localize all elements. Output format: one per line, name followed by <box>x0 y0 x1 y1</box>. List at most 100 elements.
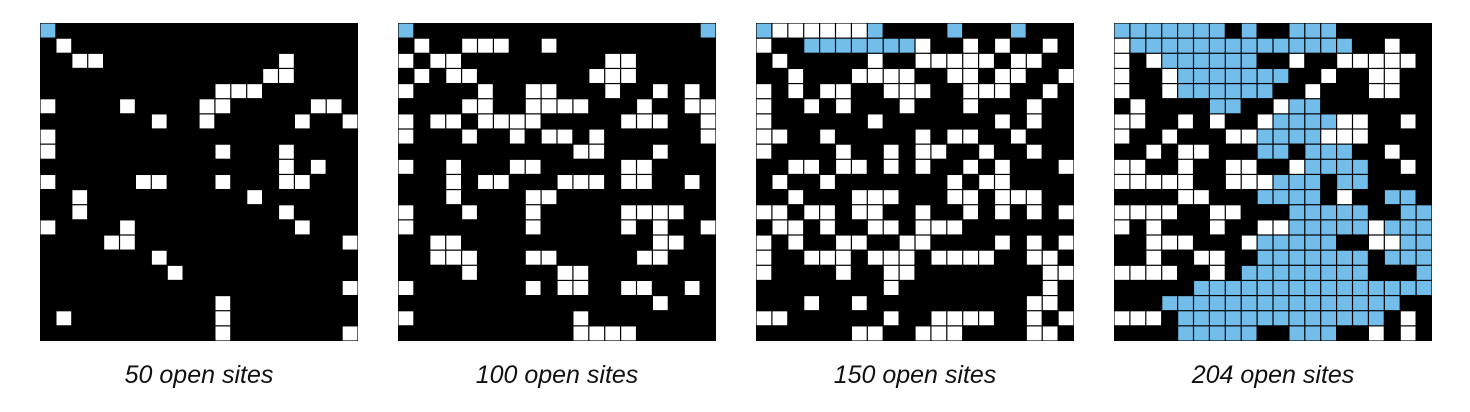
full-site <box>1289 38 1305 53</box>
open-site <box>963 53 978 68</box>
open-site <box>1026 326 1042 341</box>
full-site <box>1194 296 1209 311</box>
open-site <box>637 159 652 174</box>
full-site <box>1400 205 1416 220</box>
open-site <box>1011 129 1026 144</box>
open-site <box>446 159 461 174</box>
open-site <box>1369 84 1384 99</box>
panel-caption: 204 open sites <box>1191 361 1355 389</box>
full-site <box>1257 190 1273 205</box>
open-site <box>494 38 509 53</box>
full-site <box>1289 99 1305 114</box>
full-site <box>398 23 414 38</box>
open-site <box>1011 190 1026 205</box>
full-site <box>1416 265 1432 280</box>
full-site <box>1257 235 1273 250</box>
open-site <box>1130 311 1146 326</box>
open-site <box>398 114 414 129</box>
full-site <box>1257 250 1273 265</box>
full-site <box>1321 296 1336 311</box>
full-site <box>1321 38 1336 53</box>
open-site <box>1400 53 1416 68</box>
full-site <box>1241 281 1257 295</box>
open-site <box>462 99 477 114</box>
open-site <box>104 235 119 250</box>
open-site <box>883 220 899 235</box>
open-site <box>1130 114 1146 129</box>
open-site <box>1114 69 1130 83</box>
open-site <box>963 311 978 326</box>
open-site <box>852 23 867 38</box>
full-site <box>1178 23 1193 38</box>
open-site <box>398 84 414 99</box>
open-site <box>788 23 804 38</box>
open-site <box>1130 99 1146 114</box>
full-site <box>1289 220 1305 235</box>
full-site <box>1273 114 1289 129</box>
open-site <box>804 205 819 220</box>
open-site <box>1400 159 1416 174</box>
open-site <box>573 175 589 189</box>
full-site <box>1289 296 1305 311</box>
open-site <box>541 84 557 99</box>
open-site <box>1042 281 1058 295</box>
full-site <box>1273 265 1289 280</box>
full-site <box>1210 281 1225 295</box>
open-site <box>446 175 461 189</box>
open-site <box>573 326 589 341</box>
full-site <box>1178 69 1193 83</box>
open-site <box>788 220 804 235</box>
open-site <box>525 159 541 174</box>
open-site <box>852 159 867 174</box>
full-site <box>1337 265 1352 280</box>
full-site <box>1305 129 1321 144</box>
open-site <box>279 144 294 159</box>
open-site <box>589 175 605 189</box>
full-site <box>1210 38 1225 53</box>
open-site <box>684 99 700 114</box>
open-site <box>653 114 668 129</box>
open-site <box>995 114 1010 129</box>
percolation-grid <box>40 23 358 341</box>
open-site <box>1369 53 1384 68</box>
full-site <box>1369 296 1384 311</box>
open-site <box>883 265 899 280</box>
full-site <box>1321 250 1336 265</box>
full-site <box>1194 326 1209 341</box>
open-site <box>1257 220 1273 235</box>
open-site <box>947 129 963 144</box>
full-site <box>1273 190 1289 205</box>
full-site <box>1384 190 1400 205</box>
open-site <box>398 53 414 68</box>
open-site <box>462 265 477 280</box>
open-site <box>1257 175 1273 189</box>
open-site <box>1058 265 1074 280</box>
open-site <box>995 159 1010 174</box>
open-site <box>509 114 525 129</box>
open-site <box>215 326 231 341</box>
full-site <box>1305 296 1321 311</box>
open-site <box>621 53 636 68</box>
open-site <box>931 220 947 235</box>
open-site <box>199 114 215 129</box>
full-site <box>40 23 56 38</box>
full-site <box>1273 281 1289 295</box>
full-site <box>1337 205 1352 220</box>
open-site <box>963 159 978 174</box>
open-site <box>852 190 867 205</box>
open-site <box>279 69 294 83</box>
open-site <box>867 69 883 83</box>
open-site <box>772 53 788 68</box>
percolation-grid <box>1114 23 1432 341</box>
full-site <box>1194 84 1209 99</box>
open-site <box>414 69 430 83</box>
open-site <box>430 114 446 129</box>
open-site <box>605 326 620 341</box>
full-site <box>1305 281 1321 295</box>
open-site <box>573 311 589 326</box>
open-site <box>462 250 477 265</box>
open-site <box>1026 190 1042 205</box>
open-site <box>804 159 819 174</box>
open-site <box>72 190 88 205</box>
open-site <box>788 190 804 205</box>
